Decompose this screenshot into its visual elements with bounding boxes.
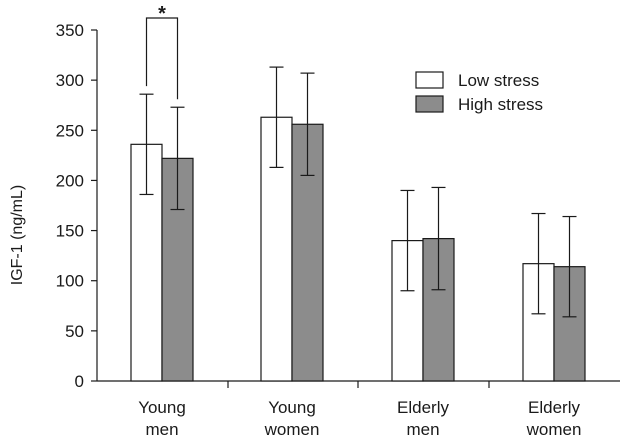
y-tick-label: 300 — [56, 71, 84, 90]
significance-annotation: * — [145, 3, 179, 100]
y-tick-label: 100 — [56, 272, 84, 291]
significance-asterisk: * — [158, 3, 166, 25]
legend-label-low-stress: Low stress — [458, 71, 539, 90]
y-tick-label: 50 — [65, 322, 84, 341]
y-tick-label: 350 — [56, 21, 84, 40]
category-label: women — [264, 420, 320, 439]
y-tick-label: 200 — [56, 171, 84, 190]
category-label: men — [406, 420, 439, 439]
category-label: Elderly — [397, 398, 449, 417]
y-ticks: 0 50 100 150 200 250 300 350 — [56, 21, 97, 391]
y-tick-label: 250 — [56, 121, 84, 140]
legend-swatch-low-stress — [415, 71, 444, 89]
y-tick-label: 150 — [56, 222, 84, 241]
category-label: Elderly — [528, 398, 580, 417]
legend: Low stress High stress — [415, 71, 543, 114]
legend-swatch-high-stress — [415, 95, 444, 113]
x-ticks: Young men Young women Elderly men Elderly women — [138, 381, 581, 439]
category-label: women — [526, 420, 582, 439]
y-tick-label: 0 — [75, 372, 84, 391]
category-label: Young — [268, 398, 316, 417]
legend-label-high-stress: High stress — [458, 95, 543, 114]
significance-bracket — [145, 17, 179, 100]
y-axis-title: IGF-1 (ng/mL) — [9, 185, 26, 285]
category-label: men — [145, 420, 178, 439]
category-label: Young — [138, 398, 186, 417]
error-bars — [139, 66, 577, 318]
bars — [130, 116, 586, 382]
